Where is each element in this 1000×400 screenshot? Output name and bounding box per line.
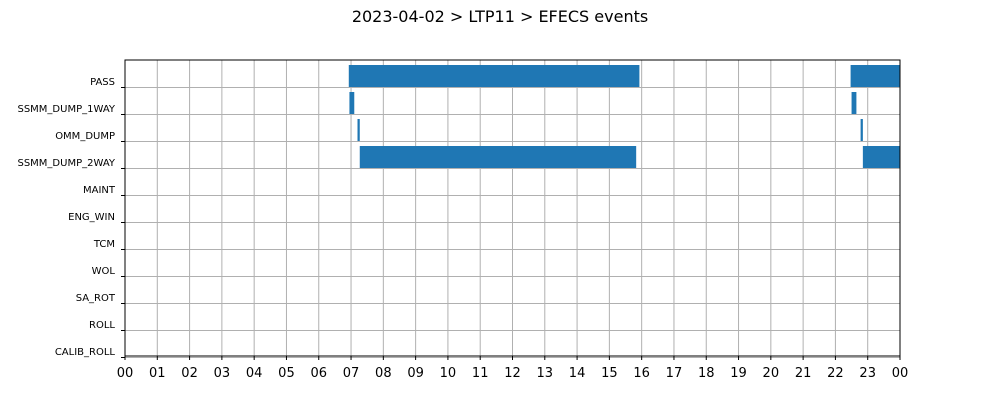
event-bars — [348, 65, 900, 168]
x-tick-label: 12 — [504, 366, 521, 381]
x-tick-label: 05 — [278, 366, 295, 381]
event-bar-ssmm-dump-2way — [359, 146, 637, 168]
x-tick-label: 09 — [407, 366, 424, 381]
x-tick-label: 19 — [730, 366, 747, 381]
event-bar-ssmm-dump-1way — [349, 92, 355, 114]
x-tick-label: 03 — [214, 366, 231, 381]
grid-lines — [124, 60, 901, 358]
event-bar-pass — [348, 65, 640, 87]
x-tick-label: 16 — [633, 366, 650, 381]
x-tick-label: 01 — [149, 366, 166, 381]
event-bar-pass — [850, 65, 900, 87]
y-tick-label: SSMM_DUMP_1WAY — [17, 104, 115, 115]
y-tick-label: MAINT — [83, 185, 116, 196]
x-tick-label: 21 — [795, 366, 812, 381]
x-tick-label: 11 — [472, 366, 489, 381]
x-tick-label: 10 — [440, 366, 457, 381]
x-tick-label: 07 — [343, 366, 360, 381]
plot-frame — [124, 59, 901, 357]
y-tick-label: PASS — [90, 77, 115, 88]
x-tick-label: 18 — [698, 366, 715, 381]
x-tick-label: 17 — [666, 366, 683, 381]
event-bar-ssmm-dump-2way — [862, 146, 900, 168]
y-tick-label: SA_ROT — [76, 293, 116, 304]
x-tick-label: 00 — [892, 366, 909, 381]
event-bar-omm-dump — [860, 119, 863, 141]
x-tick-label: 20 — [763, 366, 780, 381]
x-tick-label: 06 — [310, 366, 327, 381]
y-axis-labels: PASS SSMM_DUMP_1WAY OMM_DUMP SSMM_DUMP_2WAY… — [17, 77, 125, 358]
x-tick-label: 08 — [375, 366, 392, 381]
x-tick-label: 15 — [601, 366, 618, 381]
y-tick-label: ROLL — [89, 320, 115, 331]
y-tick-label: CALIB_ROLL — [55, 347, 116, 358]
event-bar-ssmm-dump-1way — [851, 92, 857, 114]
chart-title: 2023-04-02 > LTP11 > EFECS events — [352, 7, 648, 26]
y-tick-label: WOL — [92, 266, 116, 277]
x-axis-labels: 00 01 02 03 04 05 06 07 08 09 10 11 12 13 14 15 16 17 18 19… — [117, 356, 909, 381]
x-tick-label: 00 — [117, 366, 134, 381]
y-tick-label: ENG_WIN — [68, 212, 115, 223]
x-tick-label: 23 — [859, 366, 876, 381]
y-tick-label: OMM_DUMP — [55, 131, 115, 142]
x-tick-label: 14 — [569, 366, 586, 381]
event-bar-omm-dump — [357, 119, 360, 141]
x-tick-label: 02 — [181, 366, 198, 381]
x-tick-label: 13 — [537, 366, 554, 381]
x-tick-label: 22 — [827, 366, 844, 381]
y-tick-label: SSMM_DUMP_2WAY — [17, 158, 115, 169]
y-tick-label: TCM — [93, 239, 115, 250]
x-tick-label: 04 — [246, 366, 263, 381]
